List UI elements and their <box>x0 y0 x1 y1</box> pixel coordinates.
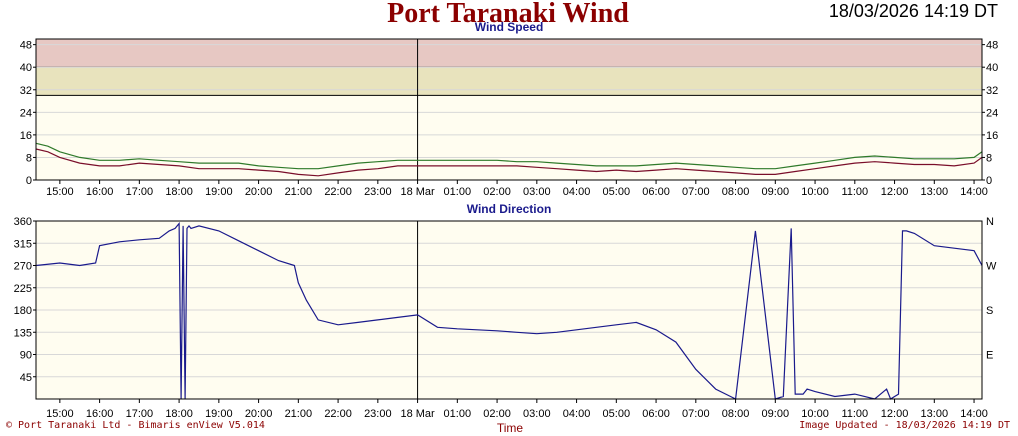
y-tick-label: 315 <box>14 238 32 250</box>
x-tick-label: 06:00 <box>642 186 670 198</box>
x-tick-label: 04:00 <box>563 408 591 420</box>
x-tick-label: 09:00 <box>762 186 790 198</box>
x-tick-label: 01:00 <box>444 408 472 420</box>
footer-updated: Image Updated - 18/03/2026 14:19 DT <box>799 420 1010 431</box>
y-tick-label: 270 <box>14 261 32 273</box>
x-tick-label: 22:00 <box>324 186 352 198</box>
x-tick-label: 20:00 <box>245 186 273 198</box>
y-tick-label-right: 0 <box>986 175 992 187</box>
panel-title: Wind Speed <box>475 20 544 34</box>
series-line-direction <box>35 221 983 400</box>
y-tick-label: 40 <box>20 62 32 74</box>
y-tick-label: 45 <box>20 372 32 384</box>
y-tick-label: 360 <box>14 216 32 228</box>
y-tick-label-right: 48 <box>986 40 998 52</box>
chart-title: Port Taranaki Wind <box>387 0 629 29</box>
x-tick-label: 23:00 <box>364 186 392 198</box>
plot-frame <box>35 38 983 181</box>
x-tick-label: 18:00 <box>165 408 193 420</box>
y-tick-label: 225 <box>14 283 32 295</box>
x-tick-label: 08:00 <box>722 408 750 420</box>
x-tick-label: 02:00 <box>483 186 511 198</box>
x-tick-label: 07:00 <box>682 186 710 198</box>
y-tick-label: 90 <box>20 350 32 362</box>
x-tick-label: 19:00 <box>205 186 233 198</box>
x-tick-label: 17:00 <box>126 408 154 420</box>
x-tick-label: 12:00 <box>881 408 909 420</box>
x-tick-label: 22:00 <box>324 408 352 420</box>
compass-label: S <box>986 305 993 317</box>
x-tick-label: 09:00 <box>762 408 790 420</box>
panel-title: Wind Direction <box>467 202 552 216</box>
x-tick-label: 04:00 <box>563 186 591 198</box>
y-tick-label-right: 32 <box>986 85 998 97</box>
y-tick-label-right: 8 <box>986 152 992 164</box>
x-tick-label: 13:00 <box>921 186 949 198</box>
x-tick-label: 18 Mar <box>400 408 435 420</box>
x-tick-label: 18:00 <box>165 186 193 198</box>
y-tick-label: 180 <box>14 305 32 317</box>
wind-speed-panel: Wind Speed 0 0 8 8 16 16 24 24 32 32 40 40 48 48 15:00 1… <box>20 20 999 198</box>
series-line-gust <box>35 142 983 170</box>
x-axis-label: Time <box>497 421 524 435</box>
y-tick-label: 8 <box>26 152 32 164</box>
x-tick-label: 06:00 <box>642 408 670 420</box>
x-tick-label: 13:00 <box>921 408 949 420</box>
x-tick-label: 10:00 <box>801 408 829 420</box>
y-tick-label: 48 <box>20 40 32 52</box>
x-tick-label: 07:00 <box>682 408 710 420</box>
x-tick-label: 03:00 <box>523 186 551 198</box>
x-tick-label: 01:00 <box>444 186 472 198</box>
y-tick-label-right: 40 <box>986 62 998 74</box>
x-tick-label: 18 Mar <box>400 186 435 198</box>
x-tick-label: 05:00 <box>603 408 631 420</box>
threshold-band-1 <box>36 67 982 96</box>
compass-label: N <box>986 216 994 228</box>
y-tick-label: 24 <box>20 107 32 119</box>
x-tick-label: 21:00 <box>285 186 313 198</box>
x-tick-label: 11:00 <box>841 408 868 420</box>
compass-label: W <box>986 261 997 273</box>
x-tick-label: 14:00 <box>960 186 988 198</box>
x-tick-label: 16:00 <box>86 186 114 198</box>
x-tick-label: 16:00 <box>86 408 114 420</box>
x-tick-label: 20:00 <box>245 408 273 420</box>
timestamp: 18/03/2026 14:19 DT <box>829 1 998 21</box>
x-tick-label: 08:00 <box>722 186 750 198</box>
y-tick-label: 0 <box>26 175 32 187</box>
y-tick-label: 32 <box>20 85 32 97</box>
x-tick-label: 12:00 <box>881 186 909 198</box>
y-tick-label-right: 16 <box>986 130 998 142</box>
y-tick-label-right: 24 <box>986 107 998 119</box>
x-tick-label: 17:00 <box>126 186 154 198</box>
x-tick-label: 14:00 <box>960 408 988 420</box>
wind-direction-panel: Wind Direction 45 90 135 180 225 270 315 360 N W S E… <box>14 202 997 420</box>
compass-label: E <box>986 350 993 362</box>
x-tick-label: 15:00 <box>46 408 74 420</box>
x-tick-label: 05:00 <box>603 186 631 198</box>
x-tick-label: 21:00 <box>285 408 313 420</box>
x-tick-label: 15:00 <box>46 186 74 198</box>
x-tick-label: 10:00 <box>801 186 829 198</box>
x-tick-label: 23:00 <box>364 408 392 420</box>
x-tick-label: 11:00 <box>841 186 868 198</box>
x-tick-label: 03:00 <box>523 408 551 420</box>
x-tick-label: 02:00 <box>483 408 511 420</box>
y-tick-label: 16 <box>20 130 32 142</box>
footer-copyright: © Port Taranaki Ltd - Bimaris enView V5.… <box>6 420 265 431</box>
x-tick-label: 19:00 <box>205 408 233 420</box>
series-line-average <box>35 148 983 177</box>
y-tick-label: 135 <box>14 327 32 339</box>
threshold-band-0 <box>36 39 982 68</box>
